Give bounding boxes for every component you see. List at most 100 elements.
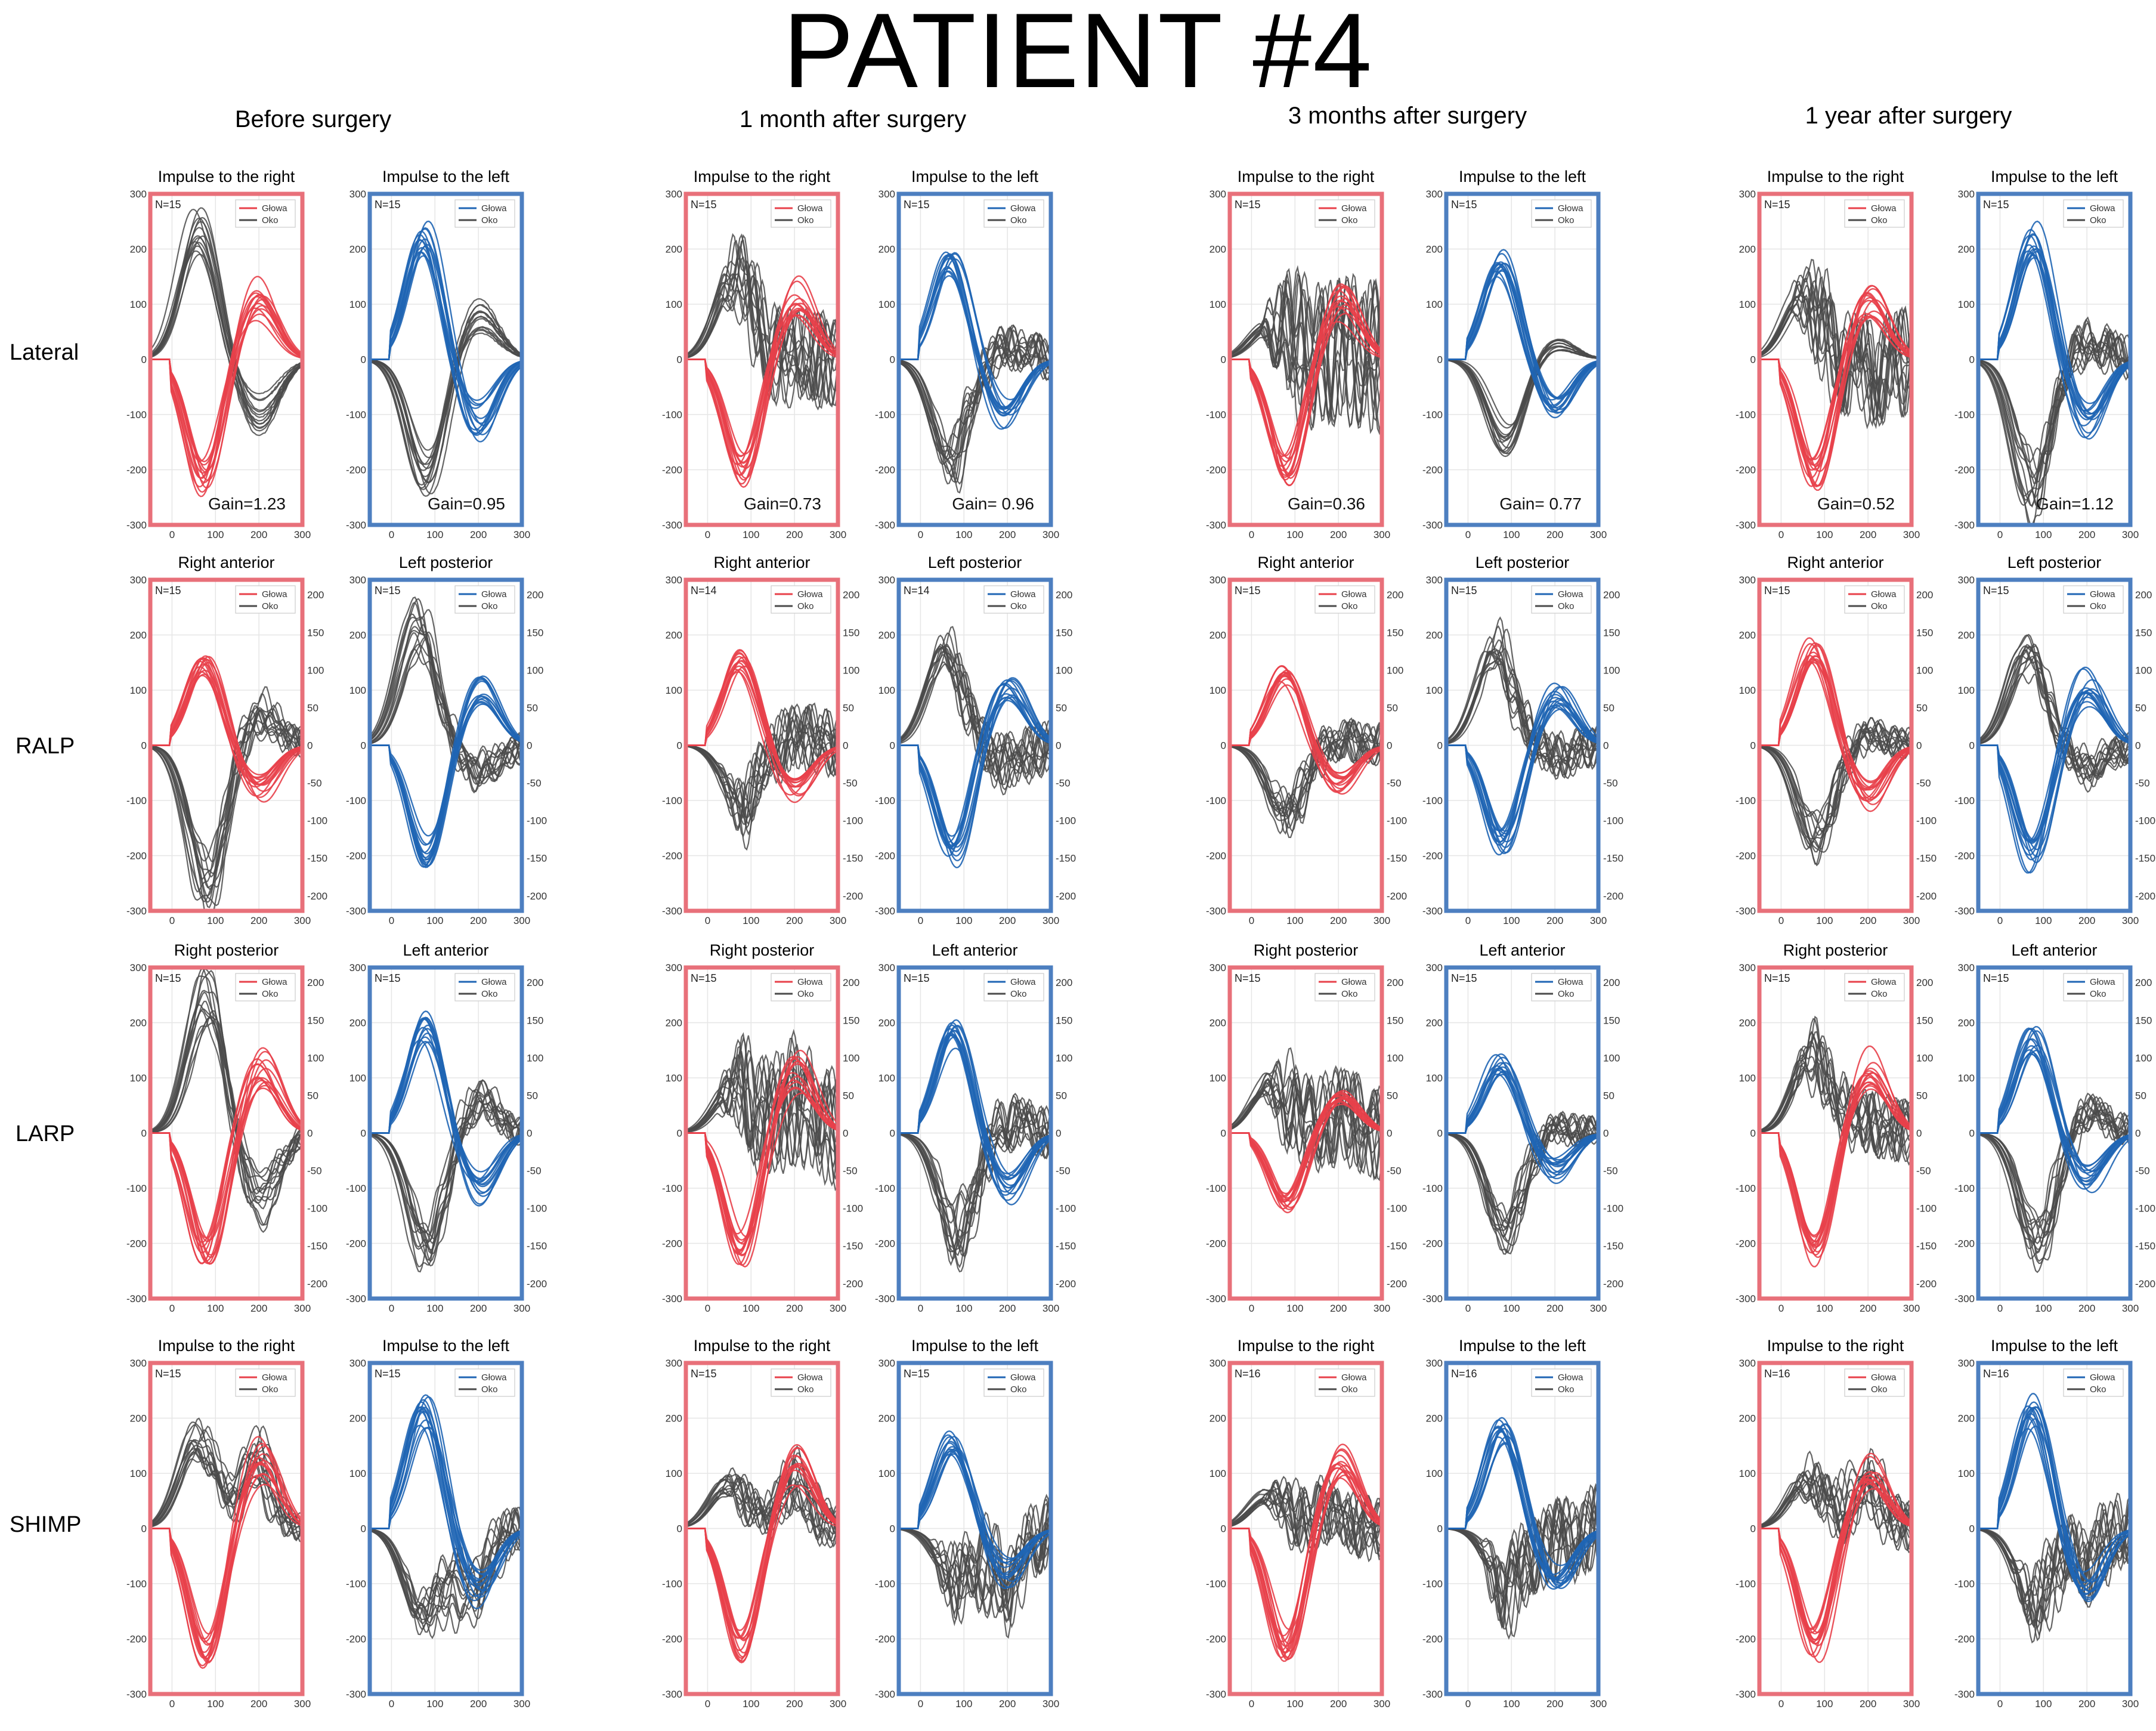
n-label: N=15 [1235,199,1261,211]
y-tick-label: 100 [130,685,147,696]
panel-caption: Right anterior [713,554,811,571]
head-trace [150,655,302,786]
x-tick-label: 100 [2035,915,2052,926]
y-tick-label: 200 [1739,1413,1756,1424]
eye-trace [1446,636,1598,777]
panel-frame [1444,577,1601,913]
eye-trace [686,1036,838,1168]
y2-tick-label: 200 [1603,589,1620,601]
y-tick-label: 100 [1958,1072,1975,1084]
x-tick-label: 100 [1286,915,1303,926]
panel-frame [1227,577,1384,913]
head-trace [1978,251,2130,415]
head-trace [686,1463,838,1640]
y-tick-label: -300 [875,520,895,531]
y2-tick-label: -50 [1603,778,1618,789]
y2-tick-label: 200 [1056,977,1072,988]
column-header-1-month: 1 month after surgery [739,106,967,132]
x-tick-label: 300 [294,915,311,926]
y-tick-label: 300 [1958,188,1975,200]
legend-head-label: Głowa [2090,203,2115,214]
legend-head-label: Głowa [1341,1373,1367,1383]
x-tick-label: 200 [786,915,803,926]
x-tick-label: 0 [169,915,175,926]
head-trace [1978,1428,2130,1573]
eye-trace [1446,1111,1598,1254]
head-trace [1759,1488,1911,1633]
y-tick-label: 300 [1958,574,1975,586]
legend-eye-label: Oko [1558,989,1575,999]
head-trace [1230,669,1382,795]
head-trace [1446,1419,1598,1581]
traces [370,1394,522,1639]
y-tick-label: 0 [361,354,366,366]
x-tick-label: 0 [1465,1303,1471,1314]
y2-tick-label: 0 [1056,1128,1061,1139]
y-tick-label: 200 [1958,630,1975,641]
y-tick-label: -200 [126,1634,147,1645]
y-tick-label: 300 [1426,1358,1443,1369]
eye-trace [1446,1113,1598,1230]
x-tick-label: 0 [1778,1303,1784,1314]
eye-trace [370,1510,522,1634]
n-label: N=15 [1451,199,1477,211]
y-tick-label: -200 [1422,1238,1443,1250]
eye-trace [686,239,838,398]
y2-tick-label: 150 [1916,1015,1933,1026]
y2-tick-label: -50 [527,778,542,789]
y-tick-label: 200 [1426,1018,1443,1029]
y-tick-label: -200 [346,465,366,476]
panel-larp-1-month-after-surgery-left-anterior: 300 200 100 0 -100 -200 -300 0 100 200 300 200 150 10… [875,962,1076,1314]
y-tick-label: 200 [1739,244,1756,255]
y-tick-label: 100 [349,1072,366,1084]
panel-frame [367,965,524,1301]
x-tick-label: 0 [1249,1303,1254,1314]
y2-tick-label: -150 [307,853,327,864]
eye-trace [1759,722,1911,867]
x-tick-label: 200 [786,1698,803,1710]
panel-caption: Left anterior [932,941,1018,959]
panel-ralp-1-month-after-surgery-left-posterior: 300 200 100 0 -100 -200 -300 0 100 200 300 200 150 10… [875,574,1076,926]
eye-trace [1759,727,1911,842]
y-tick-label: 200 [130,1018,147,1029]
traces [1759,637,1911,867]
legend-eye-label: Oko [481,215,498,225]
x-tick-label: 300 [1903,529,1920,540]
y-tick-label: 100 [1739,299,1756,310]
y-tick-label: 0 [1969,354,1975,366]
x-tick-label: 300 [1903,1303,1920,1314]
traces [1759,258,1911,491]
y-tick-label: 0 [1221,1128,1226,1139]
y2-tick-label: 50 [307,702,318,713]
y-tick-label: 100 [349,685,366,696]
x-tick-label: 100 [1816,529,1833,540]
panel-ralp-3-months-after-surgery-right-anterior: 300 200 100 0 -100 -200 -300 0 100 200 300 200 150 10… [1206,574,1407,926]
y2-tick-label: -100 [1603,815,1623,827]
y-tick-label: 0 [1437,1523,1443,1535]
x-tick-label: 200 [2078,915,2095,926]
y2-tick-label: -200 [843,891,863,902]
y-tick-label: -100 [1206,1183,1226,1194]
y-tick-label: 200 [666,630,682,641]
y-tick-label: 200 [1426,630,1443,641]
y-tick-label: 200 [349,244,366,255]
legend-eye-label: Oko [262,601,279,611]
head-trace [150,1442,302,1660]
eye-trace [150,235,302,425]
y-tick-label: -200 [1422,851,1443,862]
head-trace [1978,244,2130,412]
head-trace [150,1483,302,1645]
legend-head-label: Głowa [1558,1373,1583,1383]
y2-tick-label: 0 [1603,1128,1609,1139]
y-tick-label: -100 [1422,1578,1443,1590]
panel-ralp-1-year-after-surgery-left-posterior: 300 200 100 0 -100 -200 -300 0 100 200 300 200 150 10… [1954,574,2155,926]
y2-tick-label: -200 [1056,891,1076,902]
y2-tick-label: -100 [1056,815,1076,827]
y-tick-label: -300 [1736,1689,1756,1700]
